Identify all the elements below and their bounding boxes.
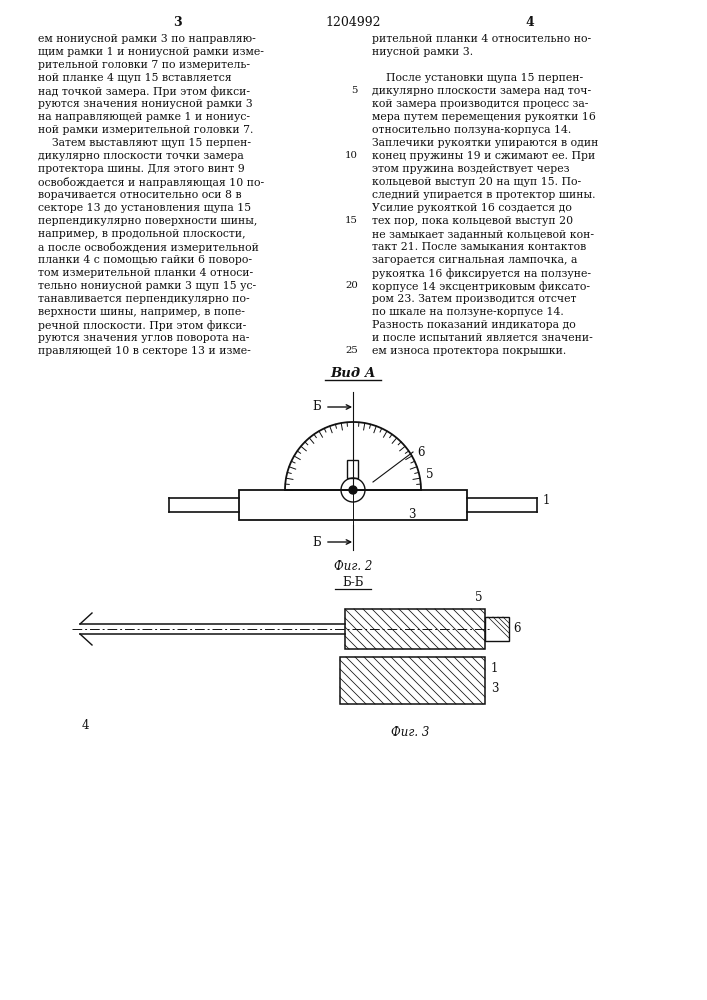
Text: Б-Б: Б-Б [342, 576, 363, 589]
Text: тех пор, пока кольцевой выступ 20: тех пор, пока кольцевой выступ 20 [372, 216, 573, 226]
Text: рительной планки 4 относительно но-: рительной планки 4 относительно но- [372, 34, 591, 44]
Text: дикулярно плоскости точки замера: дикулярно плоскости точки замера [38, 151, 244, 161]
Text: щим рамки 1 и нониусной рамки изме-: щим рамки 1 и нониусной рамки изме- [38, 47, 264, 57]
Text: Разность показаний индикатора до: Разность показаний индикатора до [372, 320, 575, 330]
Text: кой замера производится процесс за-: кой замера производится процесс за- [372, 99, 588, 109]
Text: секторе 13 до установления щупа 15: секторе 13 до установления щупа 15 [38, 203, 251, 213]
Text: рукоятка 16 фиксируется на ползуне-: рукоятка 16 фиксируется на ползуне- [372, 268, 591, 279]
Text: освобождается и направляющая 10 по-: освобождается и направляющая 10 по- [38, 177, 264, 188]
Text: 20: 20 [345, 281, 358, 290]
Bar [239, 490, 467, 520]
Text: ниусной рамки 3.: ниусной рамки 3. [372, 47, 473, 57]
Text: 15: 15 [345, 216, 358, 225]
Text: тельно нониусной рамки 3 щуп 15 ус-: тельно нониусной рамки 3 щуп 15 ус- [38, 281, 256, 291]
Text: ем износа протектора покрышки.: ем износа протектора покрышки. [372, 346, 566, 356]
Text: 4: 4 [81, 719, 89, 732]
Text: по шкале на ползуне-корпусе 14.: по шкале на ползуне-корпусе 14. [372, 307, 563, 317]
Text: корпусе 14 эксцентриковым фиксато-: корпусе 14 эксцентриковым фиксато- [372, 281, 590, 292]
Text: После установки щупа 15 перпен-: После установки щупа 15 перпен- [372, 73, 583, 83]
Text: Фиг. 2: Фиг. 2 [334, 560, 372, 573]
Text: 6: 6 [417, 446, 424, 458]
Text: 5: 5 [475, 591, 482, 604]
Text: мера путем перемещения рукоятки 16: мера путем перемещения рукоятки 16 [372, 112, 596, 122]
Text: конец пружины 19 и сжимают ее. При: конец пружины 19 и сжимают ее. При [372, 151, 595, 161]
Text: кольцевой выступ 20 на щуп 15. По-: кольцевой выступ 20 на щуп 15. По- [372, 177, 581, 187]
Text: Усилие рукояткой 16 создается до: Усилие рукояткой 16 создается до [372, 203, 572, 213]
Bar [348, 460, 358, 478]
Text: руются значения нониусной рамки 3: руются значения нониусной рамки 3 [38, 99, 252, 109]
Text: ворачивается относительно оси 8 в: ворачивается относительно оси 8 в [38, 190, 242, 200]
Text: 3: 3 [408, 508, 416, 522]
Text: рительной головки 7 по измеритель-: рительной головки 7 по измеритель- [38, 60, 250, 70]
Text: а после освобождения измерительной: а после освобождения измерительной [38, 242, 259, 253]
Text: следний упирается в протектор шины.: следний упирается в протектор шины. [372, 190, 595, 200]
Text: верхности шины, например, в попе-: верхности шины, например, в попе- [38, 307, 245, 317]
Text: ем нониусной рамки 3 по направляю-: ем нониусной рамки 3 по направляю- [38, 34, 256, 44]
Bar [340, 657, 485, 704]
Text: например, в продольной плоскости,: например, в продольной плоскости, [38, 229, 245, 239]
Text: дикулярно плоскости замера над точ-: дикулярно плоскости замера над точ- [372, 86, 591, 96]
Text: 6: 6 [513, 622, 520, 636]
Text: планки 4 с помощью гайки 6 поворо-: планки 4 с помощью гайки 6 поворо- [38, 255, 252, 265]
Text: 5: 5 [351, 86, 358, 95]
Text: руются значения углов поворота на-: руются значения углов поворота на- [38, 333, 250, 343]
Text: танавливается перпендикулярно по-: танавливается перпендикулярно по- [38, 294, 250, 304]
Text: Б: Б [312, 400, 321, 414]
Text: 1: 1 [491, 662, 498, 676]
Text: правляющей 10 в секторе 13 и изме-: правляющей 10 в секторе 13 и изме- [38, 346, 251, 356]
Text: не замыкает заданный кольцевой кон-: не замыкает заданный кольцевой кон- [372, 229, 594, 239]
Text: этом пружина воздействует через: этом пружина воздействует через [372, 164, 570, 174]
Text: 3: 3 [491, 682, 498, 696]
Text: том измерительной планки 4 относи-: том измерительной планки 4 относи- [38, 268, 253, 278]
Circle shape [349, 486, 357, 494]
Text: и после испытаний является значени-: и после испытаний является значени- [372, 333, 592, 343]
Text: Вид А: Вид А [330, 367, 375, 380]
Text: относительно ползуна-корпуса 14.: относительно ползуна-корпуса 14. [372, 125, 571, 135]
Text: на направляющей рамке 1 и нониус-: на направляющей рамке 1 и нониус- [38, 112, 250, 122]
Bar [345, 609, 485, 649]
Text: 1: 1 [543, 493, 550, 506]
Text: 3: 3 [173, 16, 181, 29]
Bar [485, 617, 509, 641]
Text: загорается сигнальная лампочка, а: загорается сигнальная лампочка, а [372, 255, 578, 265]
Text: 4: 4 [525, 16, 534, 29]
Text: 5: 5 [426, 468, 433, 482]
Text: такт 21. После замыкания контактов: такт 21. После замыкания контактов [372, 242, 586, 252]
Text: над точкой замера. При этом фикси-: над точкой замера. При этом фикси- [38, 86, 250, 97]
Text: ной планке 4 щуп 15 вставляется: ной планке 4 щуп 15 вставляется [38, 73, 232, 83]
Text: 10: 10 [345, 151, 358, 160]
Text: Затем выставляют щуп 15 перпен-: Затем выставляют щуп 15 перпен- [38, 138, 251, 148]
Text: 25: 25 [345, 346, 358, 355]
Text: ром 23. Затем производится отсчет: ром 23. Затем производится отсчет [372, 294, 576, 304]
Text: Заплечики рукоятки упираются в один: Заплечики рукоятки упираются в один [372, 138, 598, 148]
Text: Б: Б [312, 536, 321, 548]
Text: 1204992: 1204992 [325, 16, 381, 29]
Text: ной рамки измерительной головки 7.: ной рамки измерительной головки 7. [38, 125, 253, 135]
Text: перпендикулярно поверхности шины,: перпендикулярно поверхности шины, [38, 216, 257, 226]
Text: протектора шины. Для этого винт 9: протектора шины. Для этого винт 9 [38, 164, 245, 174]
Text: речной плоскости. При этом фикси-: речной плоскости. При этом фикси- [38, 320, 246, 331]
Text: Фиг. 3: Фиг. 3 [391, 726, 429, 739]
